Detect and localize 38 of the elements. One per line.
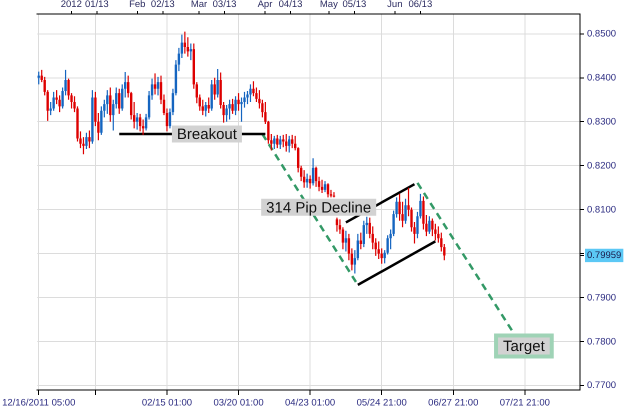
- y-tick-label: 0.8200: [587, 160, 616, 172]
- y-tick-label: 0.8500: [587, 28, 616, 40]
- annotation: Target: [503, 338, 546, 356]
- x2-tick-label: Apr: [258, 0, 272, 10]
- annotation: 314 Pip Decline: [266, 199, 372, 216]
- y-tick-label: 0.8100: [587, 204, 616, 216]
- y-tick-label: 0.79959: [587, 250, 622, 262]
- x-tick-label: 02/15 01:00: [142, 397, 192, 408]
- candlestick: [360, 232, 362, 250]
- x2-tick-label: 05/13: [342, 0, 366, 10]
- x-tick-label: 12/16/2011 05:00: [2, 397, 76, 408]
- x2-tick-label: Feb: [129, 0, 146, 10]
- x2-tick-label: Jun: [387, 0, 402, 10]
- y-tick-label: 0.8400: [587, 72, 616, 84]
- x-tick-label: 06/27 21:00: [428, 397, 478, 408]
- candlestick: [106, 90, 109, 114]
- y-tick-label: 0.8300: [587, 116, 616, 128]
- candlestick: [282, 134, 284, 148]
- candlestick: [38, 72, 40, 84]
- y-tick-label: 0.7800: [587, 336, 616, 348]
- x2-tick-label: 02/13: [150, 0, 175, 10]
- y-tick-label: 0.7900: [587, 292, 616, 304]
- x2-tick-label: May: [320, 0, 338, 10]
- x2-tick-label: 03/13: [212, 0, 236, 10]
- y-tick-label: 0.7700: [587, 380, 616, 392]
- candlestick: [208, 98, 210, 113]
- x-tick-label: 05/24 21:00: [356, 397, 407, 408]
- x-tick-label: 03/20 01:00: [213, 397, 264, 408]
- x2-tick-label: 06/13: [408, 0, 432, 10]
- annotation: Breakout: [176, 126, 238, 144]
- x2-tick-label: Mar: [190, 0, 208, 10]
- x-tick-label: 04/23 01:00: [285, 397, 336, 408]
- candlestick: [190, 43, 192, 60]
- candlestick: [285, 134, 288, 152]
- x2-tick-label: 01/13: [84, 0, 109, 10]
- x2-tick-label: 2012: [60, 0, 82, 10]
- x-tick-label: 07/21 21:00: [500, 397, 550, 408]
- x2-tick-label: 04/13: [278, 0, 302, 10]
